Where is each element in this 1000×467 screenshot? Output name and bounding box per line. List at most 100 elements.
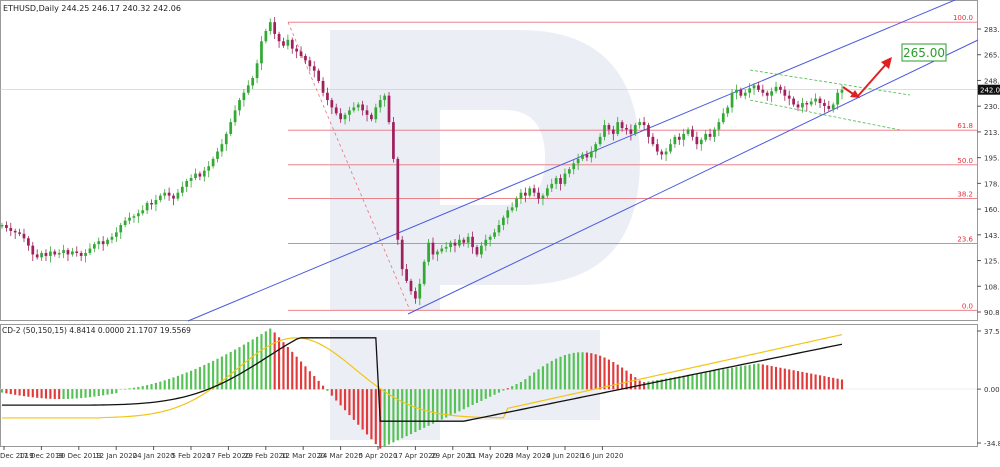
candle-bear bbox=[53, 252, 56, 255]
candle-bull bbox=[111, 237, 114, 240]
macd-histogram-bar bbox=[617, 365, 619, 390]
candle-bear bbox=[172, 196, 175, 199]
macd-histogram-bar bbox=[49, 389, 51, 399]
candle-bear bbox=[819, 99, 822, 103]
candle-bear bbox=[326, 93, 329, 100]
current-price-label: 242.0 bbox=[980, 87, 1000, 95]
candle-bull bbox=[449, 243, 452, 247]
candle-bear bbox=[282, 41, 285, 45]
macd-histogram-bar bbox=[581, 352, 583, 389]
macd-histogram-bar bbox=[335, 389, 337, 400]
candle-bull bbox=[590, 152, 593, 158]
macd-histogram-bar bbox=[762, 364, 764, 389]
macd-histogram-bar bbox=[472, 389, 474, 405]
candle-bull bbox=[704, 134, 707, 140]
macd-histogram-bar bbox=[225, 354, 227, 389]
macd-histogram-bar bbox=[476, 389, 478, 403]
symbol-header: ETHUSD,Daily 244.25 246.17 240.32 242.06 bbox=[3, 4, 181, 13]
macd-histogram-bar bbox=[775, 367, 777, 390]
macd-histogram-bar bbox=[331, 389, 333, 396]
macd-histogram-bar bbox=[788, 369, 790, 389]
macd-histogram-bar bbox=[696, 373, 698, 389]
candle-bull bbox=[520, 193, 523, 199]
macd-histogram-bar bbox=[559, 357, 561, 390]
candle-bull bbox=[84, 253, 87, 256]
candle-bear bbox=[313, 66, 316, 70]
macd-histogram-bar bbox=[102, 389, 104, 395]
macd-histogram-bar bbox=[199, 367, 201, 389]
candle-bull bbox=[572, 163, 575, 169]
macd-header: CD-2 (50,150,15) 4.8414 0.0000 21.1707 1… bbox=[2, 326, 191, 335]
macd-histogram-bar bbox=[436, 389, 438, 422]
candle-bull bbox=[489, 237, 492, 240]
candle-bear bbox=[31, 246, 34, 255]
candle-bull bbox=[89, 249, 92, 253]
candle-bear bbox=[45, 253, 48, 256]
macd-histogram-bar bbox=[766, 365, 768, 389]
candle-bear bbox=[388, 96, 391, 122]
candle-bull bbox=[713, 129, 716, 136]
price-tick-label: 90.85 bbox=[984, 309, 1000, 317]
macd-histogram-bar bbox=[832, 378, 834, 390]
candle-bull bbox=[717, 122, 720, 129]
candle-bull bbox=[185, 181, 188, 187]
macd-histogram-bar bbox=[23, 389, 25, 396]
candle-bull bbox=[93, 244, 96, 248]
macd-histogram-bar bbox=[54, 389, 56, 399]
candle-bear bbox=[643, 122, 646, 125]
candle-bull bbox=[748, 88, 751, 92]
candle-bull bbox=[722, 113, 725, 122]
candle-bull bbox=[97, 241, 100, 244]
macd-histogram-bar bbox=[608, 360, 610, 390]
macd-histogram-bar bbox=[159, 382, 161, 390]
candle-bull bbox=[225, 134, 228, 144]
macd-histogram-bar bbox=[529, 376, 531, 390]
candle-bull bbox=[836, 93, 839, 105]
candle-bull bbox=[700, 140, 703, 144]
macd-histogram-bar bbox=[41, 389, 43, 398]
macd-histogram-bar bbox=[282, 342, 284, 389]
time-tick-label: 4 Jun 2020 bbox=[546, 452, 584, 460]
candle-bear bbox=[414, 291, 417, 298]
candle-bear bbox=[36, 254, 39, 257]
candle-bull bbox=[634, 125, 637, 134]
candle-bull bbox=[577, 159, 580, 163]
candle-bull bbox=[49, 252, 52, 256]
macd-histogram-bar bbox=[735, 367, 737, 389]
macd-histogram-bar bbox=[221, 357, 223, 390]
macd-histogram-bar bbox=[757, 364, 759, 390]
candle-bull bbox=[216, 152, 219, 159]
candle-bull bbox=[511, 207, 514, 210]
candle-bull bbox=[190, 178, 193, 181]
candle-bull bbox=[221, 144, 224, 151]
candle-bear bbox=[788, 96, 791, 99]
candle-bull bbox=[418, 284, 421, 299]
candle-bear bbox=[537, 193, 540, 199]
macd-histogram-bar bbox=[155, 383, 157, 390]
macd-histogram-bar bbox=[76, 389, 78, 398]
candle-bear bbox=[335, 107, 338, 113]
macd-histogram-bar bbox=[793, 370, 795, 389]
time-tick-label: 23 May 2020 bbox=[505, 452, 551, 460]
candle-bull bbox=[599, 137, 602, 144]
candle-bull bbox=[498, 225, 501, 232]
candle-bear bbox=[102, 241, 105, 244]
candle-bear bbox=[766, 93, 769, 96]
candle-bull bbox=[436, 252, 439, 255]
candle-bull bbox=[194, 174, 197, 178]
macd-histogram-bar bbox=[133, 388, 135, 390]
macd-histogram-bar bbox=[577, 352, 579, 389]
candle-bull bbox=[207, 166, 210, 170]
candle-bear bbox=[533, 188, 536, 192]
candle-bull bbox=[669, 144, 672, 151]
candle-bear bbox=[630, 129, 633, 133]
macd-histogram-bar bbox=[810, 374, 812, 390]
macd-histogram-bar bbox=[208, 363, 210, 389]
macd-histogram-bar bbox=[423, 389, 425, 428]
macd-histogram-bar bbox=[590, 353, 592, 389]
candle-bull bbox=[731, 93, 734, 108]
macd-histogram-bar bbox=[520, 382, 522, 389]
candle-bear bbox=[67, 250, 70, 254]
